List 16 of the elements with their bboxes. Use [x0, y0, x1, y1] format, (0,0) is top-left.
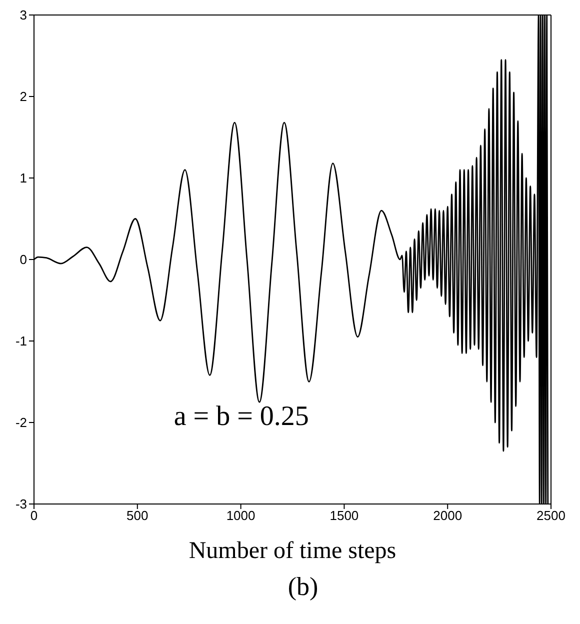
y-tick-label: -2: [15, 415, 27, 430]
y-tick-label: -1: [15, 334, 27, 349]
text: (b): [286, 572, 320, 602]
x-tick-label: 500: [126, 508, 148, 524]
x-tick-label: 2500: [536, 508, 566, 524]
x-axis-title: Number of time steps: [188, 538, 396, 564]
y-tick-label: 0: [20, 252, 27, 268]
x-tick-label: 2000: [433, 508, 462, 524]
x-tick-label: 1000: [226, 508, 256, 524]
y-tick-label: 1: [20, 170, 27, 186]
y-tick-label: 3: [20, 8, 27, 23]
x-tick-label: 1500: [330, 508, 359, 524]
annotation: a = b = 0.25: [174, 401, 309, 434]
x-tick-label: 0: [30, 508, 38, 524]
y-tick-label: -3: [15, 496, 27, 512]
y-tick-label: 2: [20, 89, 27, 104]
